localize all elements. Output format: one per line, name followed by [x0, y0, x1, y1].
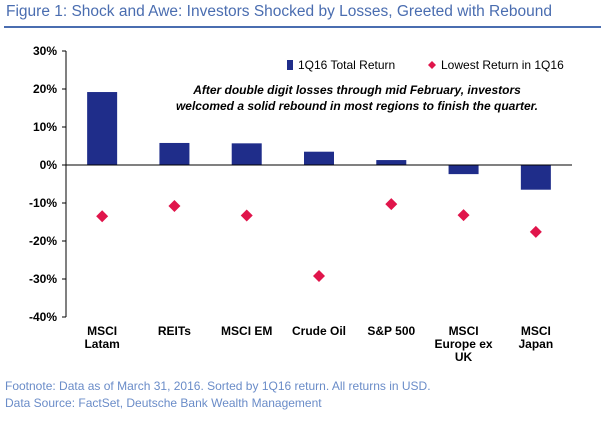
x-tick-label: MSCI: [449, 324, 479, 338]
x-tick-label: Japan: [519, 337, 554, 351]
x-tick-label: MSCI EM: [221, 324, 272, 338]
x-tick-label: MSCI: [521, 324, 551, 338]
y-tick-label: -30%: [29, 272, 57, 286]
legend-marker-label: Lowest Return in 1Q16: [441, 58, 564, 72]
bar: [87, 92, 118, 165]
chart-annotation: welcomed a solid rebound in most regions…: [176, 99, 538, 113]
y-tick-label: -10%: [29, 196, 57, 210]
x-tick-label: Crude Oil: [292, 324, 346, 338]
x-tick-label: Latam: [84, 337, 119, 351]
marker-point: [313, 269, 325, 282]
marker-point: [96, 210, 109, 223]
y-tick-label: -20%: [29, 234, 57, 248]
data-source: Data Source: FactSet, Deutsche Bank Weal…: [5, 396, 322, 410]
legend-marker-swatch: [428, 61, 436, 69]
marker-point: [240, 209, 253, 222]
chart: 30%20%10%0%-10%-20%-30%-40%MSCILatamREIT…: [29, 44, 572, 364]
marker-point: [457, 209, 470, 222]
bar: [231, 143, 262, 165]
x-tick-label: UK: [455, 350, 473, 364]
marker-point: [385, 198, 398, 211]
title-divider: [4, 26, 601, 28]
x-tick-label: S&P 500: [367, 324, 415, 338]
bar: [448, 165, 479, 175]
bar: [304, 151, 334, 165]
bar: [520, 165, 551, 190]
y-tick-label: 0%: [40, 158, 58, 172]
marker-point: [168, 200, 181, 213]
bar: [159, 142, 190, 165]
marker-point: [529, 225, 542, 238]
bar: [376, 160, 407, 165]
y-tick-label: 20%: [33, 82, 57, 96]
x-tick-label: REITs: [158, 324, 191, 338]
y-tick-label: -40%: [29, 310, 57, 324]
legend-bar-swatch: [287, 60, 293, 70]
chart-annotation: After double digit losses through mid Fe…: [192, 83, 521, 97]
legend-bar-label: 1Q16 Total Return: [298, 58, 395, 72]
footnote: Footnote: Data as of March 31, 2016. Sor…: [5, 379, 431, 393]
figure-title: Figure 1: Shock and Awe: Investors Shock…: [6, 3, 552, 20]
x-tick-label: MSCI: [87, 324, 117, 338]
x-tick-label: Europe ex: [435, 337, 493, 351]
y-tick-label: 10%: [33, 120, 57, 134]
y-tick-label: 30%: [33, 44, 57, 58]
